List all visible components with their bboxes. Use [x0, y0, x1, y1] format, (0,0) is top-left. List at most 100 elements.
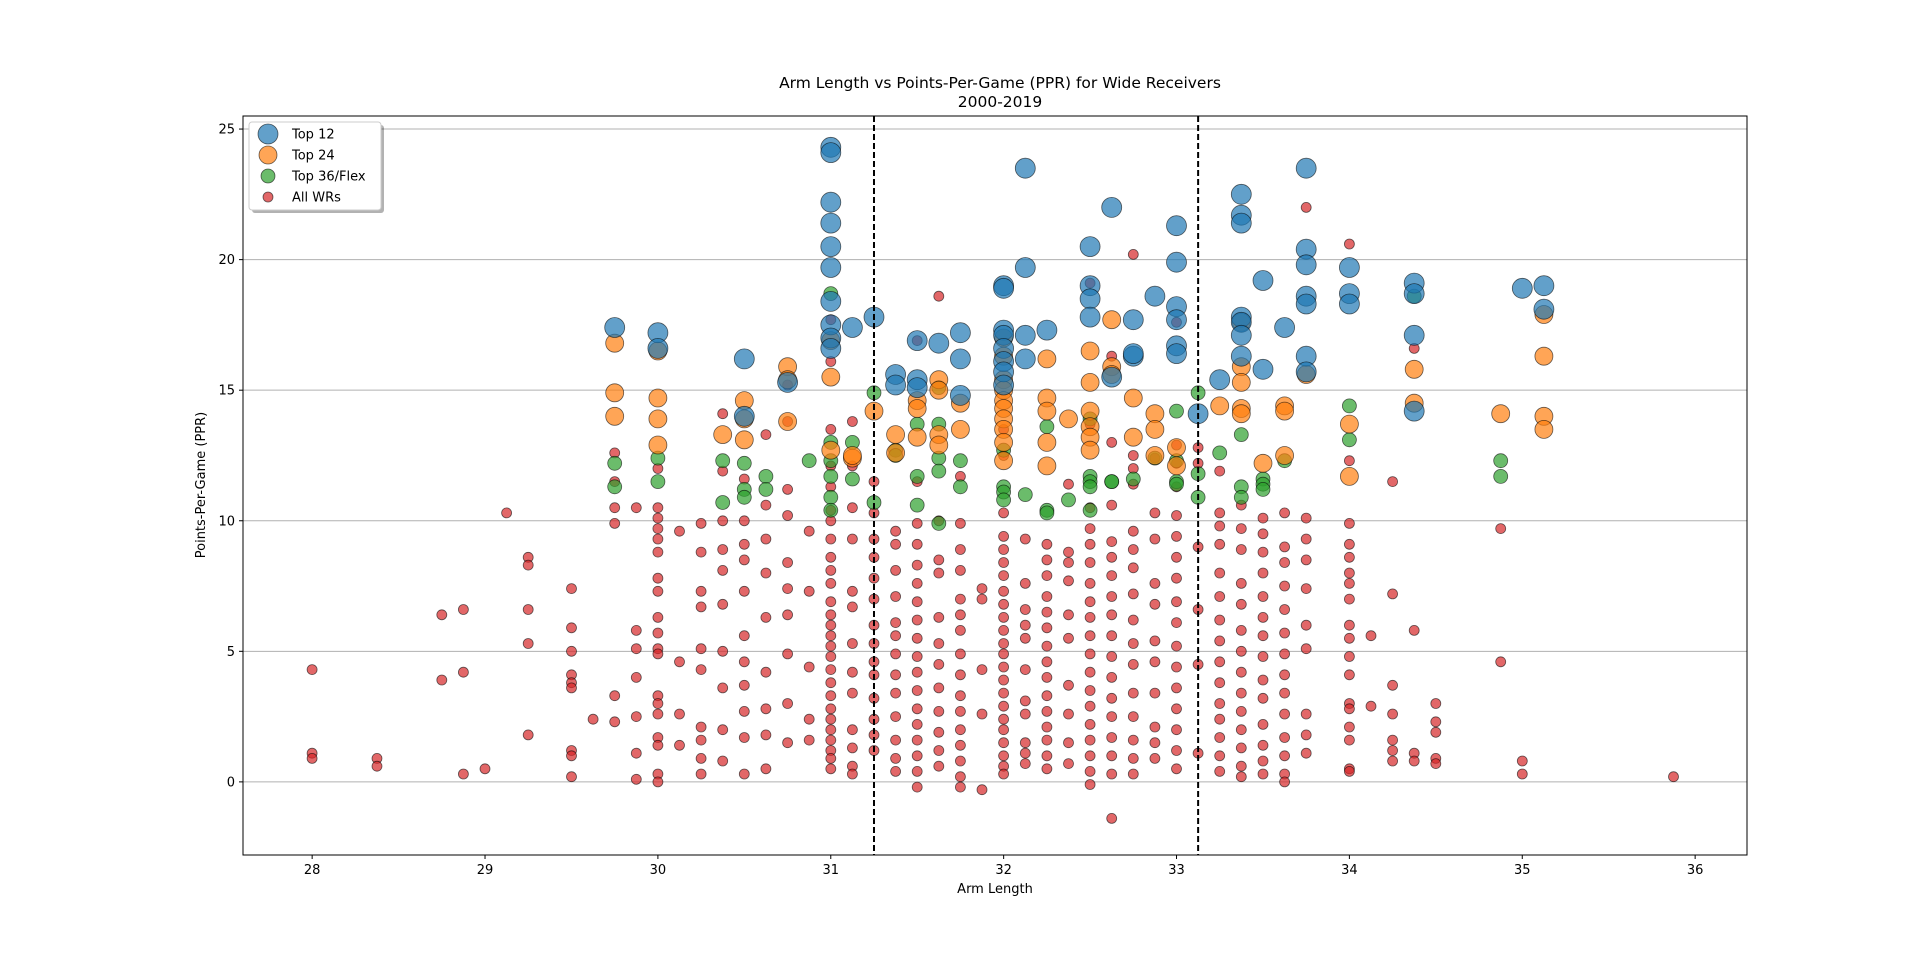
data-point: [1145, 419, 1165, 439]
data-point: [1340, 466, 1359, 486]
data-point: [847, 638, 858, 649]
data-point: [674, 656, 685, 668]
data-point: [998, 625, 1009, 636]
data-point: [1235, 724, 1247, 736]
data-point: [738, 554, 750, 566]
reference-lines: [872, 116, 1200, 855]
data-point: [1041, 640, 1053, 652]
data-point: [1079, 306, 1101, 328]
data-point: [1365, 630, 1377, 642]
data-point: [1171, 724, 1182, 736]
data-point: [911, 651, 923, 662]
data-point: [501, 507, 513, 519]
data-point: [1037, 456, 1057, 476]
data-point: [782, 698, 793, 709]
data-point: [1041, 591, 1053, 602]
data-point: [1404, 359, 1424, 379]
data-point: [1387, 755, 1398, 767]
data-point: [890, 711, 901, 722]
data-point: [1230, 345, 1252, 367]
data-point: [1279, 627, 1290, 639]
data-point: [933, 567, 945, 579]
data-point: [933, 612, 945, 623]
data-point: [1342, 432, 1357, 448]
data-point: [1534, 346, 1554, 366]
data-point: [1340, 414, 1359, 434]
data-point: [933, 682, 945, 694]
data-point: [1145, 446, 1165, 465]
data-point: [1516, 768, 1528, 780]
data-point: [847, 502, 858, 514]
data-point: [760, 429, 772, 441]
x-tick-label: 32: [995, 863, 1012, 878]
data-point: [1257, 651, 1269, 662]
data-point: [911, 703, 923, 715]
data-point: [630, 711, 642, 722]
data-point: [955, 648, 966, 660]
data-point: [1149, 507, 1161, 519]
data-point: [890, 734, 901, 746]
data-point: [1041, 690, 1053, 702]
data-point: [1037, 349, 1057, 369]
axes: 0 5 10 15 20 25 28 29 30 31 32 33 34 35 36: [218, 123, 1703, 878]
data-point: [713, 425, 733, 445]
data-point: [890, 669, 901, 681]
data-point: [1279, 648, 1290, 660]
data-point: [1214, 677, 1226, 689]
data-point: [825, 724, 837, 736]
data-point: [1214, 538, 1226, 550]
data-point: [1106, 768, 1118, 780]
data-point: [652, 523, 664, 534]
x-tick-label: 30: [650, 863, 667, 878]
data-point: [998, 544, 1009, 555]
data-point: [933, 745, 945, 756]
data-point: [1084, 700, 1096, 712]
data-point: [890, 766, 901, 777]
data-point: [1339, 257, 1360, 278]
data-point: [993, 277, 1014, 299]
x-tick-label: 31: [822, 863, 839, 878]
data-point: [1127, 638, 1139, 649]
data-point: [928, 332, 950, 354]
data-point: [1387, 745, 1398, 756]
data-point: [522, 559, 534, 571]
data-point: [1063, 708, 1074, 720]
data-point: [760, 763, 772, 775]
data-point: [566, 682, 577, 694]
data-point: [820, 236, 842, 258]
data-point: [630, 643, 642, 655]
data-point: [1149, 753, 1161, 764]
data-point: [1344, 721, 1355, 733]
data-point: [1171, 682, 1182, 694]
legend: Top 12 Top 24 Top 36/Flex All WRs: [248, 121, 384, 213]
data-point: [1533, 275, 1555, 297]
data-point: [1171, 745, 1182, 756]
data-point: [1279, 732, 1290, 743]
data-point: [1084, 719, 1096, 730]
data-point: [1214, 614, 1226, 626]
data-point: [674, 739, 685, 751]
data-point: [1041, 606, 1053, 618]
data-point: [1041, 570, 1053, 581]
data-point: [1300, 583, 1312, 594]
data-point: [994, 451, 1013, 471]
data-point: [825, 677, 837, 689]
data-point: [953, 453, 968, 469]
data-point: [955, 739, 966, 751]
y-tick-label: 0: [227, 775, 235, 790]
data-point: [760, 567, 772, 579]
data-point: [1167, 438, 1186, 458]
data-point: [1214, 750, 1226, 762]
data-point: [674, 708, 685, 720]
data-point: [998, 700, 1009, 712]
data-point: [1166, 251, 1187, 273]
data-point: [609, 502, 621, 514]
data-point: [1127, 248, 1139, 260]
data-point: [734, 430, 754, 450]
data-point: [1149, 721, 1161, 733]
data-point: [605, 383, 625, 403]
data-point: [1257, 755, 1269, 767]
data-point: [1171, 572, 1182, 584]
x-tick-label: 36: [1687, 863, 1704, 878]
data-point: [1019, 619, 1031, 631]
